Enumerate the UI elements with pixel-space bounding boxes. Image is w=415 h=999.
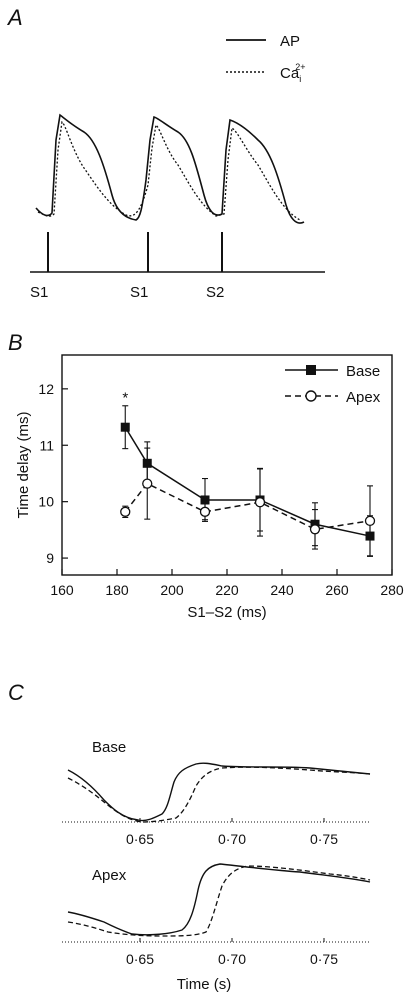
trace-label-apex: Apex: [92, 867, 127, 884]
apex-x-axis: 0·65 0·70 0·75 Time (s): [62, 938, 370, 993]
base-point: [200, 495, 210, 505]
apex-point: [142, 478, 153, 489]
x-tick-label: 200: [160, 582, 184, 598]
stimulus-markers: S1 S1 S2: [30, 232, 325, 301]
apex-tick-label: 0·70: [218, 951, 246, 967]
legend-apex-label: Apex: [346, 389, 381, 406]
plot-frame: [61, 354, 393, 576]
base-tick-label: 0·75: [310, 831, 338, 847]
apex-trace-solid: [67, 863, 371, 936]
x-axis: 160 180 200 220 240 260 280: [50, 569, 404, 598]
apex-tick-label: 0·75: [310, 951, 338, 967]
x-tick-label: 160: [50, 582, 74, 598]
legend-apex-marker: [305, 390, 317, 402]
legend-ca-label: Cai2+: [280, 62, 305, 84]
stimulus-label-s2: S2: [206, 284, 224, 301]
base-series-line: [124, 426, 371, 537]
panel-a-legend: AP Cai2+: [226, 33, 305, 84]
y-tick-label: 11: [39, 437, 54, 453]
x-axis-label: S1–S2 (ms): [187, 604, 266, 621]
stimulus-label-s1b: S1: [130, 284, 148, 301]
chart-b: 9 10 11 12 160 180 200 220 240 260 280 Time delay…: [15, 354, 404, 621]
y-tick-label: 10: [38, 494, 54, 510]
y-axis-label: Time delay (ms): [15, 412, 32, 519]
base-x-axis: 0·65 0·70 0·75: [62, 818, 370, 847]
base-tick-label: 0·65: [126, 831, 154, 847]
legend-ap-label: AP: [280, 33, 300, 50]
significance-annotation: *: [122, 389, 128, 406]
base-trace-solid: [67, 762, 371, 822]
apex-tick-label: 0·65: [126, 951, 154, 967]
apex-point: [364, 515, 376, 526]
trace-label-base: Base: [92, 739, 126, 756]
apex-point: [309, 524, 321, 535]
panel-c-letter: C: [8, 680, 24, 705]
x-tick-label: 260: [325, 582, 349, 598]
base-tick-label: 0·70: [218, 831, 246, 847]
legend-base-label: Base: [346, 363, 380, 380]
base-point: [142, 458, 152, 468]
ap-trace: [35, 113, 305, 224]
base-point: [120, 422, 130, 432]
x-tick-label: 180: [105, 582, 129, 598]
time-axis-label: Time (s): [177, 976, 231, 993]
ca-trace: [37, 120, 301, 221]
y-axis: 9 10 11 12: [38, 381, 68, 566]
stimulus-label-s1a: S1: [30, 284, 48, 301]
x-tick-label: 280: [380, 582, 404, 598]
apex-trace-dashed: [67, 865, 371, 937]
x-tick-label: 240: [270, 582, 294, 598]
x-tick-label: 220: [215, 582, 239, 598]
panel-a-letter: A: [6, 5, 23, 30]
y-tick-label: 12: [38, 381, 54, 397]
apex-series-line: [124, 482, 371, 531]
apex-point: [254, 497, 266, 508]
apex-point: [120, 506, 131, 517]
legend-base-marker: [306, 365, 316, 375]
base-trace-dashed: [67, 766, 371, 823]
y-tick-label: 9: [46, 550, 54, 566]
apex-point: [199, 506, 211, 517]
base-point: [365, 531, 375, 541]
chart-b-legend: Base Apex: [285, 363, 381, 406]
series-group: [120, 405, 376, 557]
panel-b-letter: B: [8, 330, 23, 355]
